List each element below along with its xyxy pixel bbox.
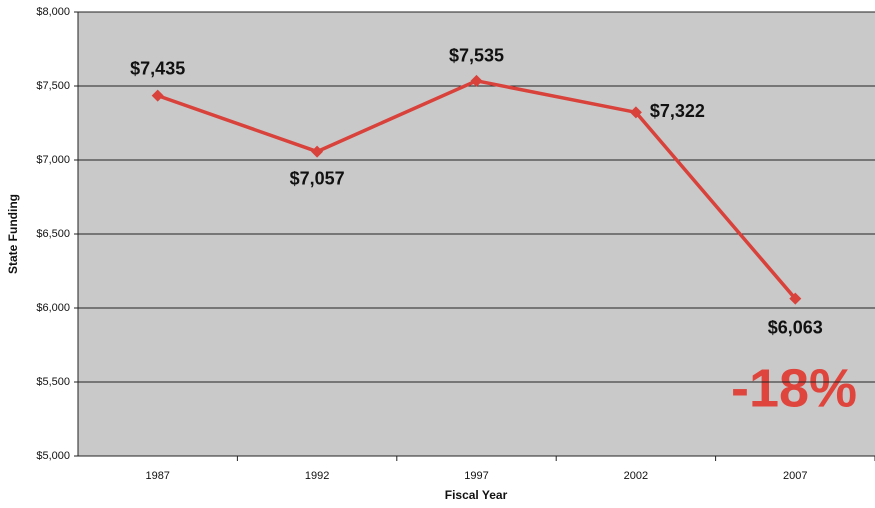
x-axis-label: Fiscal Year	[445, 488, 508, 502]
data-label: $7,435	[130, 58, 185, 78]
marker	[629, 106, 642, 119]
y-tick-label: $5,000	[36, 450, 70, 462]
data-label: $7,057	[290, 168, 345, 188]
data-label: $7,322	[650, 101, 705, 121]
x-tick-label: 1987	[145, 470, 169, 482]
x-tick-label: 2007	[783, 470, 807, 482]
y-tick-label: $5,500	[36, 376, 70, 388]
data-label: $6,063	[768, 317, 823, 337]
data-label: $7,535	[449, 46, 504, 66]
y-tick-label: $8,000	[36, 6, 70, 18]
x-tick-label: 1997	[464, 470, 488, 482]
marker	[311, 145, 324, 158]
y-tick-label: $6,000	[36, 302, 70, 314]
annotation: -18%	[731, 358, 857, 418]
marker	[789, 292, 802, 305]
x-tick-label: 1992	[305, 470, 329, 482]
y-tick-label: $7,500	[36, 80, 70, 92]
y-axis-label: State Funding	[6, 194, 20, 274]
marker	[151, 89, 164, 102]
marker	[470, 74, 483, 87]
y-tick-label: $6,500	[36, 228, 70, 240]
x-tick-label: 2002	[624, 470, 648, 482]
y-tick-label: $7,000	[36, 154, 70, 166]
